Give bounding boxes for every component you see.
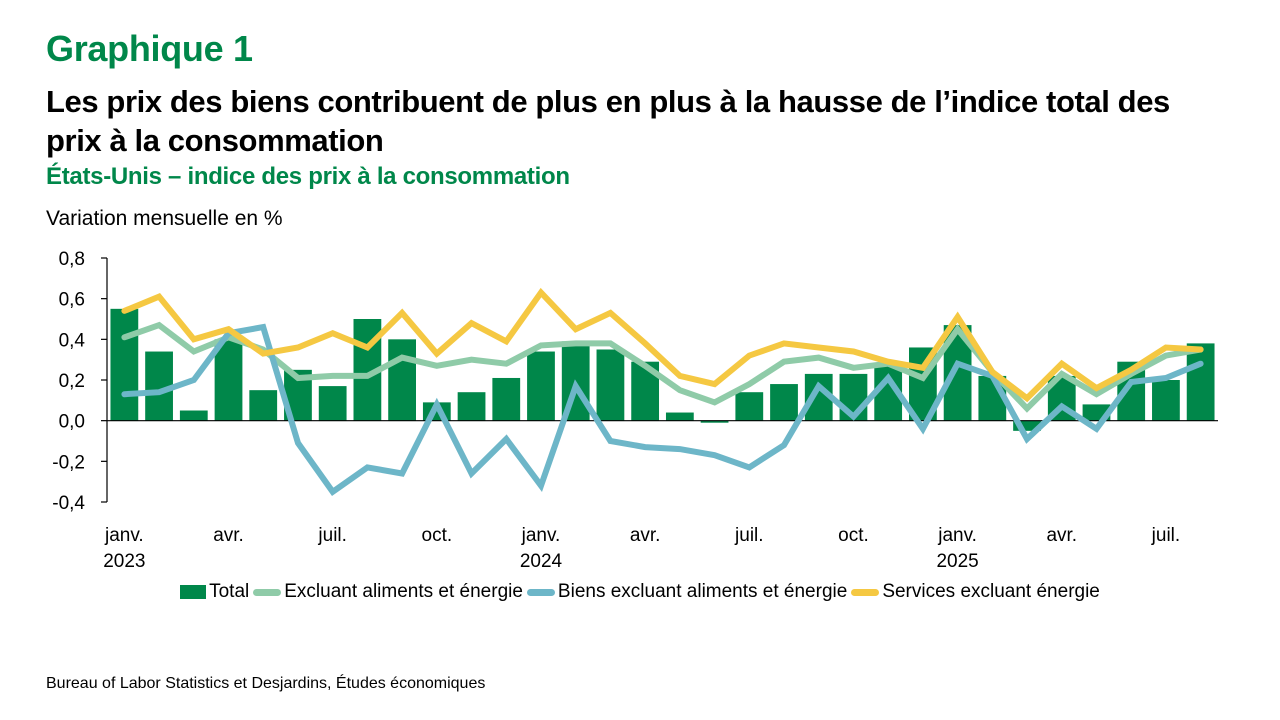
y-tick-label: -0,4 [52,493,85,514]
y-tick-label: 0,0 [59,412,85,433]
line-series [121,287,1204,496]
y-tick-label: -0,2 [52,452,85,473]
x-tick-label: oct. [838,525,869,546]
legend-swatch-core [253,588,282,596]
bar-total-2025-08 [1186,343,1215,421]
line-series-excluant-aliments-et-nergie [121,321,1204,413]
x-tick-label: avr. [630,525,661,546]
y-tick-label: 0,4 [59,330,86,351]
bar-total-2025-07 [1152,380,1180,421]
x-tick-year-label: 2024 [520,551,563,572]
chart-subtitle: États-Unis – indice des prix à la consom… [46,163,570,190]
chart-number: Graphique 1 [46,28,253,69]
legend: Total Excluant aliments et énergie Biens… [0,581,1280,603]
bar-total-2023-07 [318,386,347,421]
line-series-services-excluant-nergie [121,287,1204,403]
legend-label-core: Excluant aliments et énergie [284,581,523,602]
y-tick-label: 0,6 [59,290,85,311]
legend-item-total: Total [180,581,249,603]
y-axis-unit-label: Variation mensuelle en % [46,207,283,230]
legend-item-services: Services excluant énergie [851,581,1100,603]
bar-total-2023-05 [249,390,278,421]
legend-swatch-services [851,588,880,596]
bar-total-2024-05 [665,412,694,421]
legend-label-total: Total [209,581,250,602]
y-axis-ticks: -0,4 -0,2 0,0 0,2 0,4 0,6 0,8 [52,249,107,514]
bar-total-2024-08 [770,384,798,421]
legend-swatch-goods [526,588,555,596]
x-tick-label: janv. [104,525,144,546]
legend-swatch-total [180,585,207,599]
y-tick-label: 0,8 [59,249,85,270]
chart-title: Les prix des biens contribuent de plus e… [46,84,1170,158]
x-tick-label: juil. [317,525,347,546]
line-series-biens-excluant-aliments-et-nergie [121,323,1204,496]
legend-item-core: Excluant aliments et énergie [253,581,523,603]
x-tick-label: janv. [937,525,977,546]
bar-total-2023-12 [492,377,521,421]
bar-total-2024-07 [735,392,764,421]
x-tick-label: juil. [1151,525,1181,546]
x-tick-label: janv. [521,525,561,546]
bar-total-2023-03 [179,410,208,421]
bar-total-2024-06 [700,420,729,423]
bar-total-2023-11 [457,392,486,421]
bar-total-2024-03 [596,349,625,421]
x-axis-ticks: janv. 2023 avr. juil. oct. janv. 2024 avr. juil.… [103,525,1180,572]
bar-total-2023-01 [110,308,139,421]
legend-item-goods: Biens excluant aliments et énergie [526,581,848,603]
bar-total-2024-01 [527,351,555,421]
x-tick-label: juil. [734,525,764,546]
x-tick-label: avr. [213,525,244,546]
x-tick-year-label: 2025 [936,551,978,572]
bar-total-2025-03 [1013,420,1041,431]
x-tick-label: avr. [1046,525,1077,546]
x-tick-label: oct. [422,525,453,546]
legend-label-services: Services excluant énergie [882,581,1100,602]
bar-total-2023-04 [214,339,243,421]
bar-total-2023-09 [388,339,416,421]
x-tick-year-label: 2023 [103,551,145,572]
y-tick-label: 0,2 [59,371,85,392]
legend-label-goods: Biens excluant aliments et énergie [557,581,848,602]
source-note: Bureau of Labor Statistics et Desjardins… [46,675,486,692]
